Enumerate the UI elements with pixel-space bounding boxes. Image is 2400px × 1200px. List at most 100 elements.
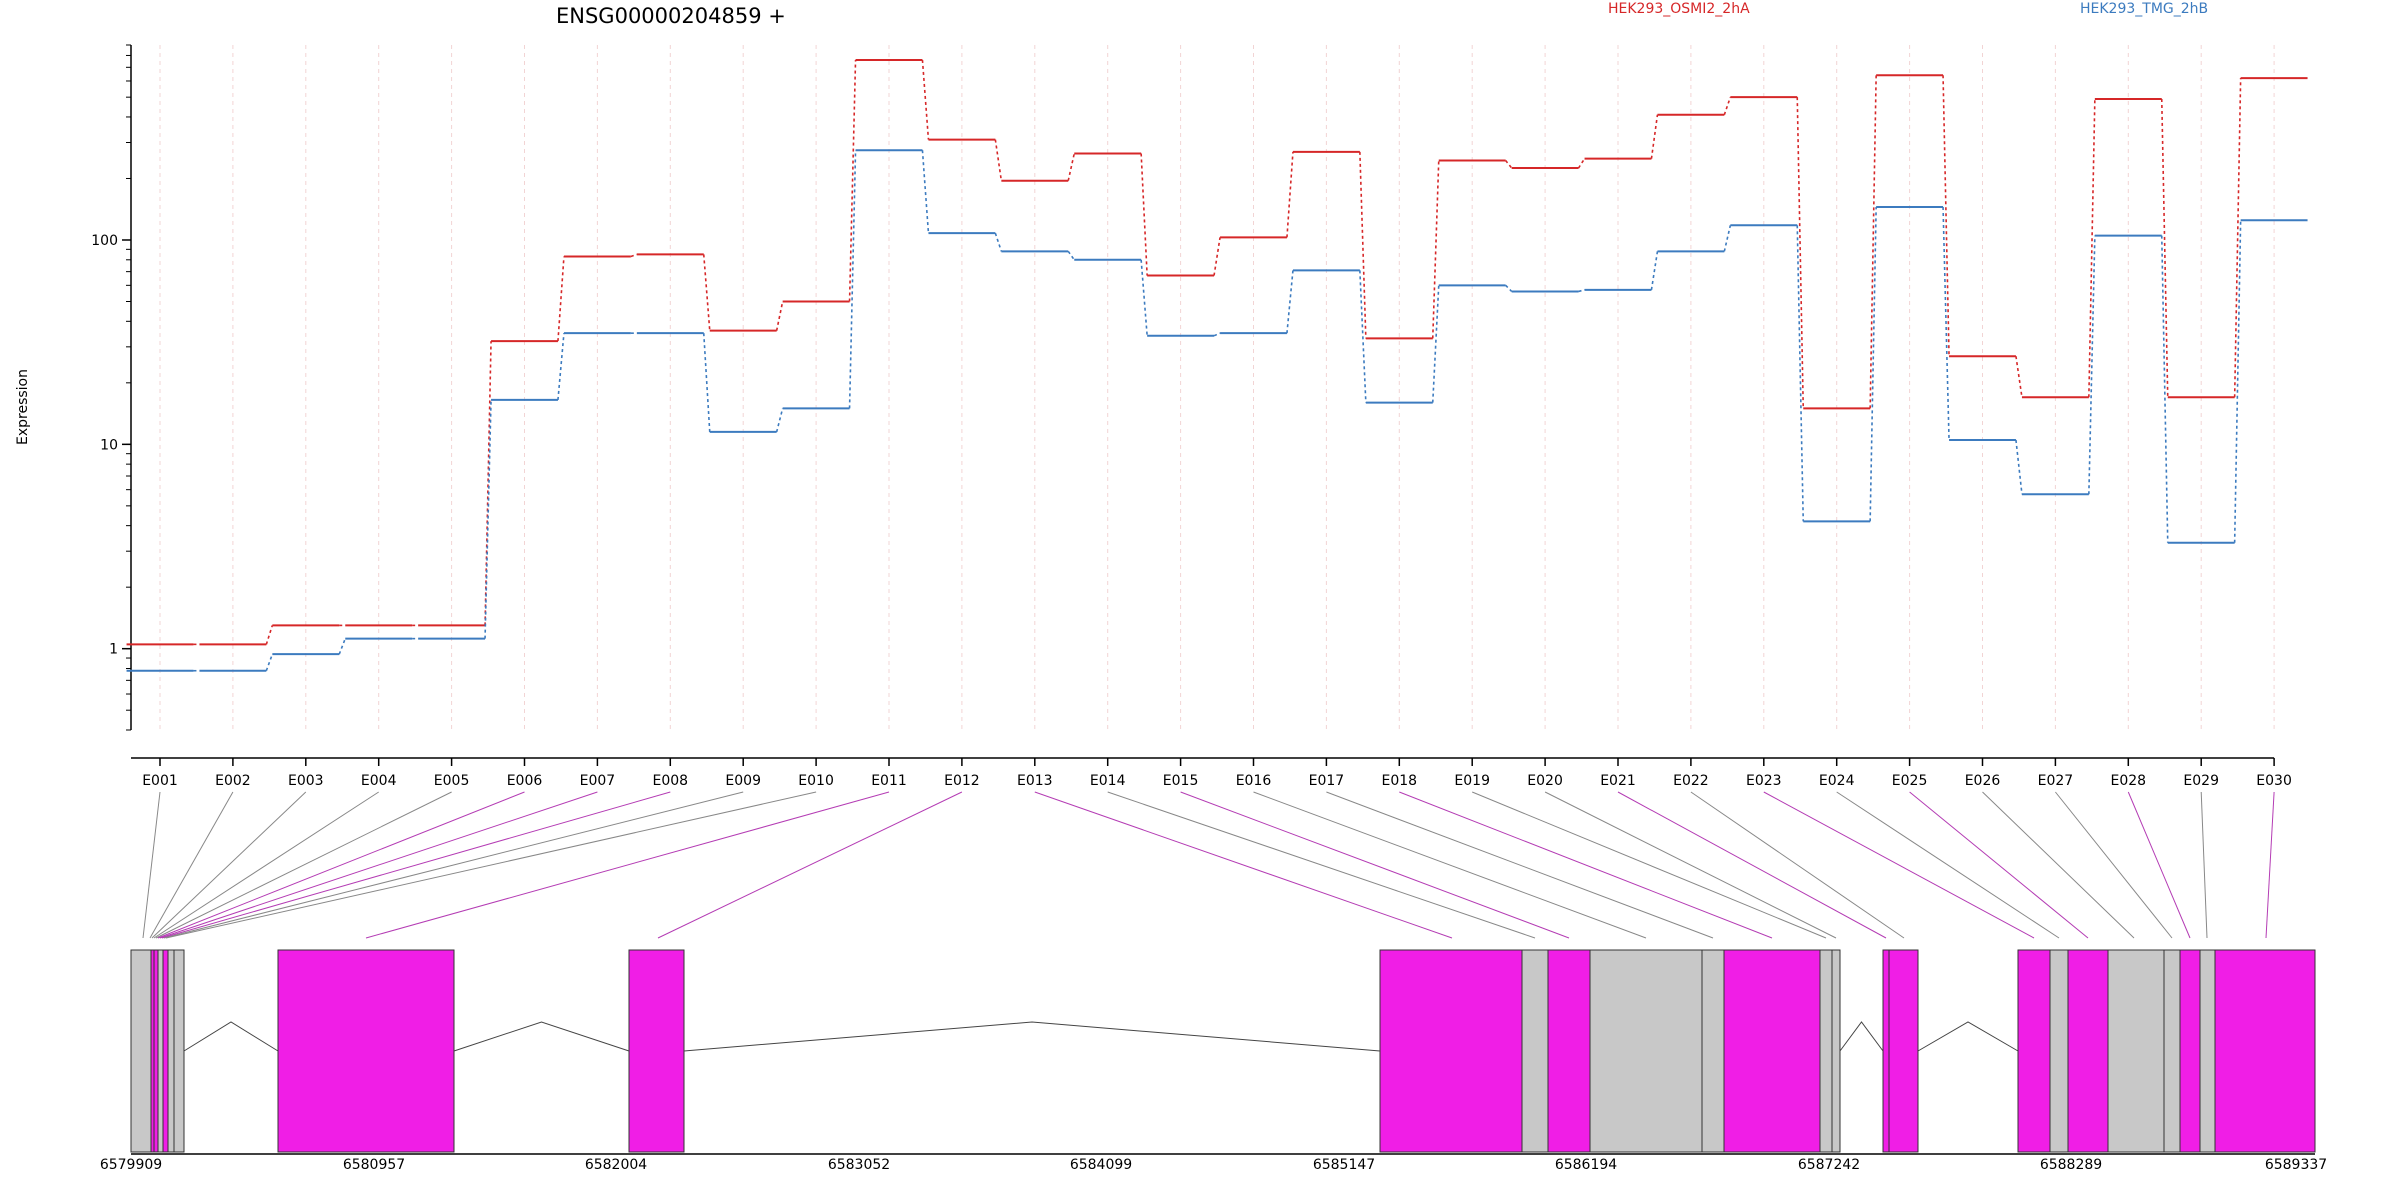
intron-line [1917, 1021, 2019, 1052]
genomic-tick-label: 6580957 [343, 1157, 405, 1173]
x-tick-label: E030 [2256, 773, 2292, 789]
series-connector [2015, 356, 2023, 398]
series-connector [484, 399, 492, 639]
genomic-tick-label: 6586194 [1555, 1157, 1617, 1173]
exon-connector [1107, 791, 1536, 939]
series-connector [484, 341, 492, 626]
series-connector [265, 653, 274, 672]
x-tick-label: E019 [1454, 773, 1490, 789]
x-axis: E001 E002 E003 E004 E005 E006 E007 E008 E009 E010… [131, 757, 2292, 789]
x-tick-label: E014 [1090, 773, 1126, 789]
series-connector [1578, 289, 1585, 293]
series-connector [1067, 153, 1076, 181]
exon-box [130, 949, 153, 1153]
series-connector [775, 408, 784, 433]
series-connector [630, 253, 638, 258]
gene-model [130, 949, 2316, 1153]
exon-box [1882, 949, 1890, 1153]
exon-connector [365, 791, 890, 939]
x-tick-label: E024 [1819, 773, 1855, 789]
exon-connector [163, 791, 744, 939]
x-tick-label: E015 [1163, 773, 1199, 789]
exon-connector [1399, 791, 1773, 939]
y-tick-label: 10 [100, 437, 118, 453]
genomic-tick-label: 6579909 [100, 1157, 162, 1173]
x-tick-label: E001 [142, 773, 178, 789]
exon-box [2049, 949, 2069, 1153]
series-connector [994, 139, 1003, 181]
exon-connector [1690, 791, 1905, 939]
exon-box [157, 949, 164, 1153]
x-tick-label: E005 [434, 773, 470, 789]
exon-connector [1982, 791, 2135, 939]
genomic-tick-label: 6582004 [585, 1157, 647, 1173]
exon-connector [2200, 791, 2208, 939]
intron-line [183, 1021, 279, 1052]
intron-line [453, 1021, 630, 1052]
series-connector [1869, 207, 1877, 522]
series-connector [338, 638, 346, 655]
exon-connector [1472, 791, 1827, 939]
series-connector [1431, 285, 1440, 403]
exon-box [2163, 949, 2181, 1153]
x-tick-label: E009 [725, 773, 761, 789]
y-tick-label: 1 [109, 642, 118, 658]
exon-connector [157, 791, 525, 939]
genomic-tick-label: 6589337 [2265, 1157, 2327, 1173]
series-connector [2088, 98, 2096, 398]
x-tick-label: E008 [653, 773, 689, 789]
series-connector [265, 625, 274, 645]
exon-connector [1836, 791, 2060, 939]
exon-box [2107, 949, 2165, 1153]
series-connector [1942, 75, 1950, 357]
exon-connector [1034, 791, 1453, 939]
exon-connector [2055, 791, 2173, 939]
x-tick-label: E006 [507, 773, 543, 789]
exon-box [2199, 949, 2216, 1153]
series-connector [1067, 250, 1075, 261]
exon-box [2179, 949, 2201, 1153]
exon-connector [155, 791, 452, 939]
y-tick-label: 100 [91, 233, 118, 249]
series-connector [1577, 158, 1586, 169]
series-connector [1869, 75, 1877, 409]
x-tick-label: E021 [1600, 773, 1636, 789]
x-tick-label: E026 [1965, 773, 2001, 789]
x-tick-label: E027 [2038, 773, 2074, 789]
exon-connector [142, 791, 161, 939]
series-connector [702, 333, 711, 432]
exon-connector [2127, 791, 2191, 939]
series-connector [848, 150, 857, 409]
x-tick-label: E007 [580, 773, 616, 789]
series-connector [1286, 151, 1294, 238]
legend-series-tmg: HEK293_TMG_2hB [2080, 1, 2208, 17]
series-connector [1723, 225, 1732, 252]
series-connector [2233, 78, 2242, 398]
series-connector [2088, 235, 2096, 495]
series-connector [1650, 114, 1659, 159]
series-connector [1140, 153, 1148, 276]
exon-connector [165, 791, 817, 939]
x-tick-label: E022 [1673, 773, 1709, 789]
x-tick-label: E012 [944, 773, 980, 789]
exon-connector [1617, 791, 1887, 939]
x-tick-label: E004 [361, 773, 397, 789]
exon-box [2017, 949, 2051, 1153]
x-tick-label: E013 [1017, 773, 1053, 789]
legend-series-osmi2: HEK293_OSMI2_2hA [1608, 1, 1750, 17]
series-connector [2160, 98, 2169, 398]
x-tick-label: E018 [1382, 773, 1418, 789]
x-tick-label: E029 [2183, 773, 2219, 789]
x-tick-label: E003 [288, 773, 324, 789]
series-connector [1723, 96, 1732, 116]
series-connector [1286, 270, 1294, 334]
exon-connector-lines [142, 791, 2275, 939]
exon-box [1589, 949, 1703, 1153]
series-tmg [126, 149, 2308, 672]
y-axis: 1 10 100 [91, 44, 132, 731]
exon-connector [1544, 791, 1837, 939]
intron-line [1839, 1021, 1884, 1052]
series-lines [126, 59, 2308, 672]
x-tick-label: E002 [215, 773, 251, 789]
exon-box [162, 949, 169, 1153]
